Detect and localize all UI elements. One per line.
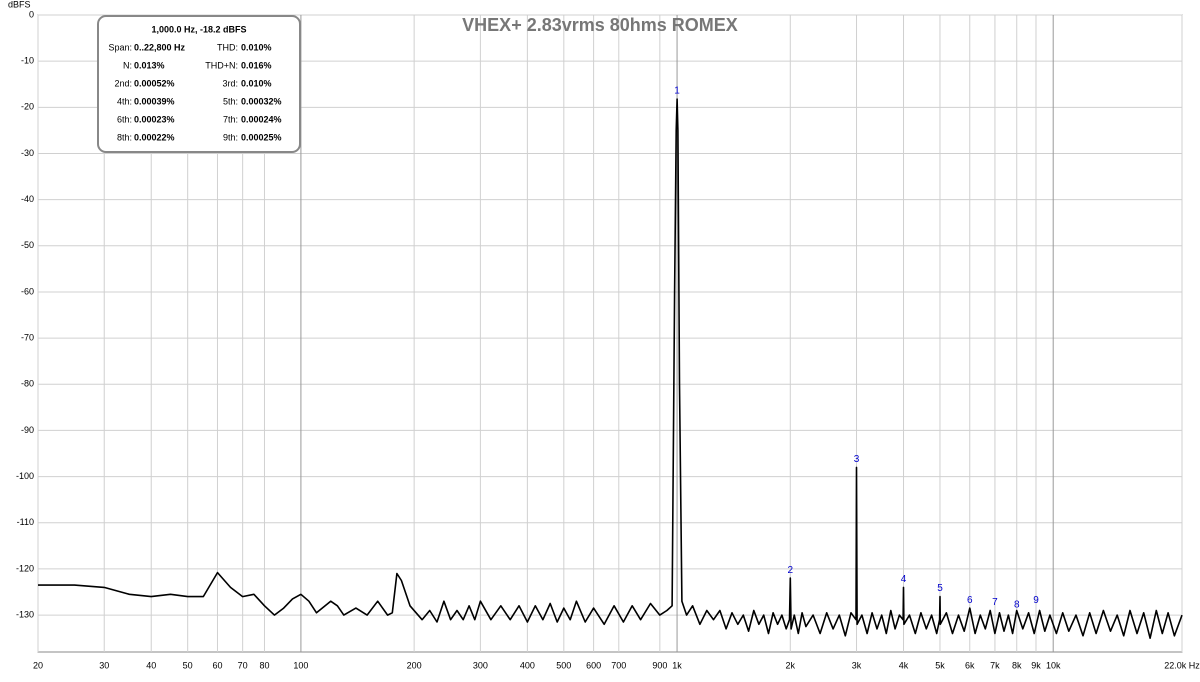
y-tick-label: -100	[16, 471, 34, 481]
info-label: 3rd:	[222, 78, 238, 88]
x-tick-label: 4k	[899, 660, 909, 670]
info-value: 0.00025%	[241, 132, 282, 142]
info-value: 0.00032%	[241, 96, 282, 106]
x-tick-label: 200	[407, 660, 422, 670]
info-label: 5th:	[223, 96, 238, 106]
harmonic-label: 1	[674, 86, 680, 97]
x-tick-label: 600	[586, 660, 601, 670]
info-label: 7th:	[223, 114, 238, 124]
y-tick-label: -90	[21, 425, 34, 435]
grid	[37, 14, 1183, 652]
info-box: 1,000.0 Hz, -18.2 dBFS Span: 0..22,800 Hz…	[97, 15, 301, 153]
x-tick-label: 100	[293, 660, 308, 670]
x-tick-label: 70	[238, 660, 248, 670]
info-value: 0.010%	[241, 42, 272, 52]
x-tick-label: 400	[520, 660, 535, 670]
harmonic-label: 6	[967, 595, 973, 606]
x-tick-label: 80	[259, 660, 269, 670]
harmonic-label: 2	[788, 565, 794, 576]
x-tick-label: 3k	[852, 660, 862, 670]
info-label: 9th:	[223, 132, 238, 142]
info-value: 0.010%	[241, 78, 272, 88]
info-value: 0.00023%	[134, 114, 175, 124]
harmonic-label: 8	[1014, 599, 1020, 610]
info-label: 4th:	[117, 96, 132, 106]
x-tick-label: 10k	[1046, 660, 1061, 670]
chart-title: VHEX+ 2.83vrms 80hms ROMEX	[462, 15, 738, 35]
y-tick-label: -10	[21, 56, 34, 66]
info-label: THD:	[217, 42, 238, 52]
info-value: 0.016%	[241, 60, 272, 70]
info-value: 0.00022%	[134, 132, 175, 142]
x-tick-label: 20	[33, 660, 43, 670]
harmonic-label: 9	[1033, 595, 1039, 606]
plot: 1 2 3 4 5 6 7 8 9	[38, 86, 1183, 639]
x-tick-label: 50	[183, 660, 193, 670]
x-tick-label: 5k	[935, 660, 945, 670]
info-label: 2nd:	[114, 78, 132, 88]
y-tick-label: -30	[21, 148, 34, 158]
info-label: 6th:	[117, 114, 132, 124]
info-label: N:	[123, 60, 132, 70]
x-tick-label: 60	[212, 660, 222, 670]
x-tick-label: 22.0k Hz	[1164, 660, 1200, 670]
harmonic-label: 4	[901, 574, 907, 585]
info-value: 0..22,800 Hz	[134, 42, 186, 52]
spectrum-line	[38, 98, 1183, 639]
info-label: Span:	[108, 42, 132, 52]
info-value: 0.00024%	[241, 114, 282, 124]
x-tick-label: 700	[611, 660, 626, 670]
x-tick-label: 9k	[1031, 660, 1041, 670]
info-box-frame	[97, 15, 301, 153]
x-tick-label: 900	[652, 660, 667, 670]
x-tick-label: 7k	[990, 660, 1000, 670]
x-tick-label: 40	[146, 660, 156, 670]
x-tick-label: 500	[556, 660, 571, 670]
info-header: 1,000.0 Hz, -18.2 dBFS	[151, 24, 246, 34]
y-axis-label: dBFS	[8, 0, 31, 9]
y-tick-label: -130	[16, 609, 34, 619]
info-label: THD+N:	[205, 60, 238, 70]
y-tick-label: -120	[16, 563, 34, 573]
y-tick-label: -60	[21, 286, 34, 296]
x-tick-label: 300	[473, 660, 488, 670]
info-value: 0.013%	[134, 60, 165, 70]
x-tick-label: 2k	[786, 660, 796, 670]
info-value: 0.00039%	[134, 96, 175, 106]
info-label: 8th:	[117, 132, 132, 142]
x-tick-label: 30	[99, 660, 109, 670]
info-value: 0.00052%	[134, 78, 175, 88]
y-tick-label: -20	[21, 102, 34, 112]
harmonic-label: 5	[937, 583, 943, 594]
x-tick-label: 8k	[1012, 660, 1022, 670]
y-tick-label: -50	[21, 240, 34, 250]
y-tick-label: -110	[17, 517, 34, 527]
x-tick-label: 1k	[672, 660, 682, 670]
x-tick-label: 6k	[965, 660, 975, 670]
harmonic-label: 3	[854, 454, 860, 465]
y-tick-label: -70	[21, 332, 34, 342]
y-tick-label: -40	[21, 194, 34, 204]
y-tick-label: -80	[21, 379, 34, 389]
harmonic-label: 7	[992, 597, 998, 608]
y-tick-label: 0	[29, 9, 34, 19]
